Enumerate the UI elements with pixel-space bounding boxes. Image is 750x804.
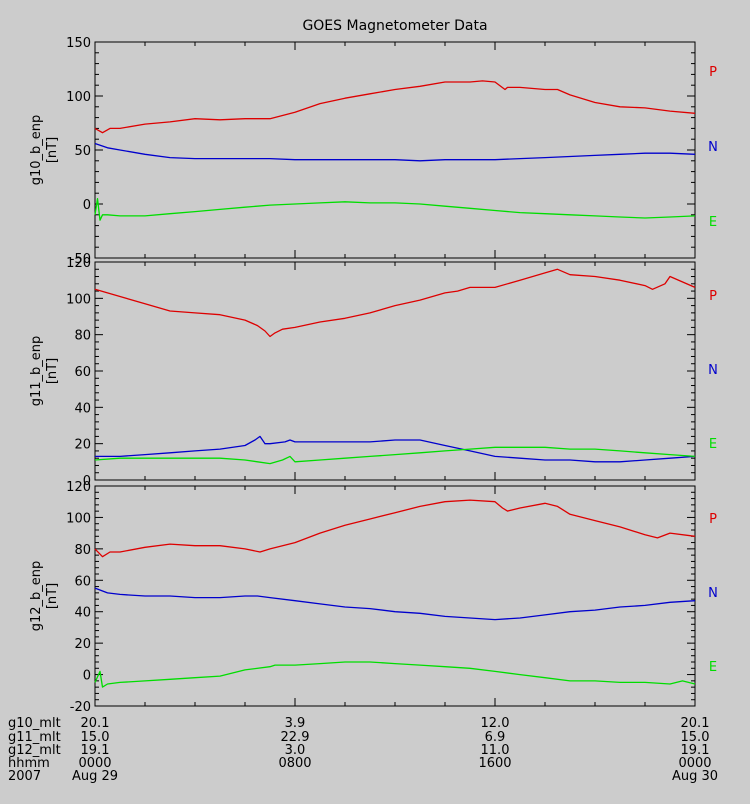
y-tick-label: 0: [83, 198, 91, 213]
time-row-value: 20.1: [681, 716, 710, 731]
panel-frame: [94, 261, 696, 481]
panel-frame: [94, 485, 696, 707]
series-line-n: [95, 435, 696, 463]
y-tick-label: 100: [66, 511, 91, 526]
series-line-e: [94, 661, 696, 688]
time-row-value: 3.9: [285, 716, 306, 731]
y-tick-label: 80: [74, 329, 91, 344]
chart-title: GOES Magnetometer Data: [302, 18, 487, 34]
y-tick-label: 100: [66, 90, 91, 105]
time-row-value: 0000: [78, 756, 111, 771]
legend-p: P: [709, 289, 717, 304]
y-tick-label: 0: [83, 669, 91, 684]
time-row-value: 0800: [278, 756, 311, 771]
y-tick-label: 50: [74, 144, 91, 159]
y-tick-label: 150: [66, 36, 91, 51]
legend-n: N: [708, 586, 718, 601]
time-row-value: 0000: [678, 756, 711, 771]
time-row-value: 3.0: [285, 743, 306, 758]
time-row-value: 19.1: [81, 743, 110, 758]
series-line-n: [94, 142, 696, 162]
y-tick-label: 120: [66, 480, 91, 495]
y-tick-label: 80: [74, 543, 91, 558]
time-row-value: Aug 29: [72, 769, 118, 784]
y-tick-label: -50: [70, 252, 91, 267]
time-row-label: g10_mlt: [8, 716, 61, 731]
time-row-label: g12_mlt: [8, 743, 61, 758]
time-row-value: 15.0: [681, 730, 710, 745]
y-axis-label: g12_b_enp: [29, 561, 44, 632]
time-row-value: 20.1: [81, 716, 110, 731]
y-tick-label: 40: [74, 606, 91, 621]
time-row-label: hhmm: [8, 756, 50, 771]
legend-e: E: [709, 660, 717, 675]
y-axis-label: g10_b_enp: [29, 115, 44, 186]
y-tick-label: 60: [74, 574, 91, 589]
y-tick-label: 120: [66, 256, 91, 271]
time-row-value: 15.0: [81, 730, 110, 745]
legend-p: P: [709, 512, 717, 527]
y-axis-label: g11_b_enp: [29, 336, 44, 407]
legend-n: N: [708, 140, 718, 155]
time-row-value: 11.0: [481, 743, 510, 758]
y-tick-label: 20: [74, 637, 91, 652]
series-line-p: [94, 268, 696, 338]
y-tick-label: 20: [74, 438, 91, 453]
y-tick-label: -20: [70, 700, 91, 715]
series-line-e: [94, 446, 696, 465]
series-line-n: [94, 587, 696, 621]
time-row-value: 19.1: [681, 743, 710, 758]
y-axis-unit: [nT]: [45, 358, 60, 384]
legend-p: P: [709, 65, 717, 80]
series-line-p: [94, 80, 696, 134]
y-tick-label: 40: [74, 401, 91, 416]
series-line-p: [94, 499, 696, 558]
time-row-value: 1600: [478, 756, 511, 771]
y-tick-label: 100: [66, 292, 91, 307]
series-line-e: [94, 197, 696, 221]
legend-n: N: [708, 363, 718, 378]
y-axis-unit: [nT]: [45, 137, 60, 163]
legend-e: E: [709, 215, 717, 230]
y-tick-label: 0: [83, 474, 91, 489]
time-row-label: g11_mlt: [8, 730, 61, 745]
panel-frame: [94, 41, 696, 259]
y-axis-unit: [nT]: [45, 583, 60, 609]
y-tick-label: 60: [74, 365, 91, 380]
time-row-value: Aug 30: [672, 769, 718, 784]
time-row-value: 12.0: [481, 716, 510, 731]
time-row-value: 22.9: [281, 730, 310, 745]
time-row-value: 6.9: [485, 730, 506, 745]
legend-e: E: [709, 437, 717, 452]
time-row-label: 2007: [8, 769, 41, 784]
